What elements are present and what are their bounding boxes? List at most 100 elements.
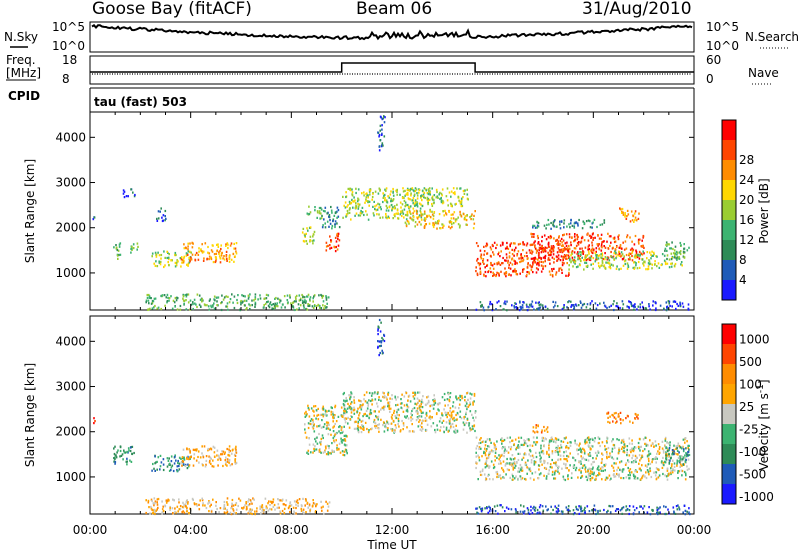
velocity-echo-cell (248, 510, 250, 513)
power-echo-cell (313, 230, 316, 233)
velocity-echo-cell (170, 460, 173, 463)
velocity-echo-cell (461, 397, 463, 400)
power-echo-cell (642, 234, 645, 238)
power-echo-cell (428, 198, 431, 201)
velocity-echo-cell (631, 439, 633, 442)
velocity-echo-cell (669, 444, 671, 447)
velocity-echo-cell (154, 502, 156, 505)
velocity-echo-cell (677, 456, 680, 459)
power-echo-cell (357, 214, 360, 217)
velocity-echo-cell (597, 450, 599, 453)
power-echo-cell (621, 253, 624, 256)
velocity-echo-cell (145, 499, 147, 502)
power-echo-cell (450, 195, 452, 198)
velocity-echo-cell (621, 439, 623, 442)
velocity-echo-cell (612, 457, 615, 460)
velocity-echo-cell (498, 454, 500, 457)
velocity-echo-cell (510, 462, 512, 465)
velocity-echo-cell (330, 410, 333, 413)
power-echo-cell (306, 295, 309, 298)
velocity-echo-cell (558, 472, 561, 475)
velocity-echo-cell (669, 459, 671, 462)
power-echo-cell (336, 210, 338, 213)
power-echo-cell (487, 270, 489, 274)
velocity-echo-cell (577, 453, 579, 456)
power-echo-cell (525, 303, 528, 306)
power-echo-cell (234, 247, 237, 250)
velocity-echo-cell (533, 463, 536, 466)
power-echo-cell (538, 306, 541, 310)
velocity-echo-cell (306, 413, 308, 416)
velocity-echo-cell (269, 500, 272, 503)
velocity-echo-cell (656, 509, 659, 512)
power-echo-cell (267, 294, 270, 297)
power-echo-cell (566, 254, 568, 257)
velocity-echo-cell (646, 469, 649, 472)
power-echo-cell (568, 264, 570, 267)
velocity-echo-cell (609, 415, 611, 418)
power-echo-cell (561, 264, 564, 267)
velocity-echo-cell (333, 439, 335, 442)
velocity-echo-cell (205, 455, 208, 458)
power-echo-cell (386, 201, 389, 204)
power-echo-cell (563, 262, 565, 265)
velocity-echo-cell (152, 502, 155, 505)
velocity-echo-cell (369, 411, 372, 414)
velocity-echo-cell (668, 473, 671, 477)
velocity-echo-cell (216, 449, 219, 452)
velocity-echo-cell (684, 478, 687, 481)
velocity-echo-cell (564, 458, 567, 461)
power-echo-cell (513, 259, 515, 262)
power-echo-cell (574, 247, 577, 250)
velocity-echo-cell (339, 451, 342, 454)
velocity-echo-cell (341, 426, 343, 429)
power-echo-cell (583, 268, 585, 271)
velocity-echo-cell (193, 448, 196, 452)
power-echo-cell (333, 214, 336, 217)
power-echo-cell (147, 308, 149, 311)
power-echo-cell (495, 308, 497, 311)
power-echo-cell (246, 306, 248, 310)
power-echo-cell (567, 254, 570, 257)
power-echo-cell (515, 306, 517, 309)
power-echo-cell (404, 221, 407, 224)
velocity-echo-cell (590, 444, 593, 448)
velocity-echo-cell (563, 462, 565, 465)
power-echo-cell (607, 256, 610, 259)
velocity-echo-cell (415, 403, 418, 406)
velocity-echo-cell (560, 440, 563, 443)
velocity-echo-cell (485, 457, 488, 460)
velocity-echo-cell (260, 512, 262, 515)
velocity-echo-cell (348, 394, 350, 397)
power-echo-cell (361, 206, 364, 209)
velocity-echo-cell (153, 497, 156, 500)
power-echo-cell (526, 309, 529, 312)
power-echo-cell (295, 297, 297, 301)
power-echo-cell (537, 221, 540, 225)
power-echo-cell (365, 210, 367, 213)
velocity-echo-cell (325, 447, 327, 450)
power-echo-cell (620, 251, 623, 254)
power-echo-cell (132, 247, 135, 250)
velocity-echo-cell (433, 403, 435, 406)
velocity-echo-cell (551, 473, 554, 476)
velocity-echo-cell (169, 506, 171, 510)
power-echo-cell (687, 303, 690, 306)
power-echo-cell (420, 223, 422, 226)
velocity-echo-cell (485, 478, 488, 481)
velocity-echo-cell (293, 500, 296, 503)
velocity-echo-cell (186, 509, 188, 512)
power-echo-cell (127, 195, 129, 198)
velocity-echo-cell (646, 465, 648, 468)
velocity-echo-cell (318, 450, 320, 453)
velocity-echo-cell (523, 443, 525, 446)
power-echo-cell (418, 221, 421, 224)
power-echo-cell (584, 246, 587, 249)
velocity-echo-cell (685, 447, 687, 450)
velocity-echo-cell (263, 510, 265, 513)
velocity-echo-cell (433, 394, 435, 397)
velocity-echo-cell (436, 428, 439, 431)
power-echo-cell (401, 211, 404, 214)
velocity-echo-cell (525, 463, 527, 466)
power-echo-cell (621, 210, 623, 213)
